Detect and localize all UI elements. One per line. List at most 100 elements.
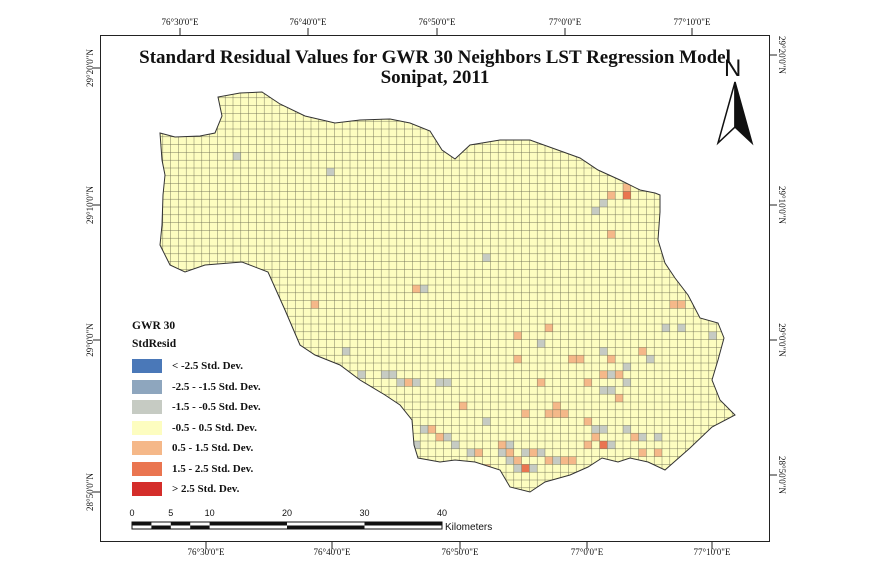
- residual-cell: [529, 464, 538, 473]
- scale-bar: 0 5 10 20 30 40 Kilometers: [129, 508, 510, 540]
- legend-item: 1.5 - 2.5 Std. Dev.: [132, 459, 261, 480]
- top-tick-label: 77°0'0"E: [548, 17, 582, 27]
- residual-cell: [420, 285, 428, 293]
- legend-swatch: [132, 420, 162, 435]
- residual-cell: [513, 331, 522, 340]
- residual-cell: [545, 456, 553, 465]
- map-title: Standard Residual Values for GWR 30 Neig…: [139, 47, 731, 68]
- residual-cell: [552, 409, 561, 418]
- legend-item: 0.5 - 1.5 Std. Dev.: [132, 438, 261, 459]
- residual-cell: [404, 378, 413, 387]
- residual-cell: [607, 386, 616, 395]
- legend-item: < -2.5 Std. Dev.: [132, 356, 261, 377]
- residual-cell: [428, 425, 436, 434]
- residual-cell: [396, 378, 405, 387]
- residual-cell: [233, 152, 241, 161]
- legend-label: > 2.5 Std. Dev.: [172, 483, 240, 496]
- legend: GWR 30 StdResid < -2.5 Std. Dev. -2.5 - …: [132, 320, 261, 500]
- residual-cell: [576, 355, 584, 363]
- residual-cell: [498, 441, 506, 449]
- legend-rows: < -2.5 Std. Dev. -2.5 - -1.5 Std. Dev. -…: [132, 356, 261, 500]
- residual-cell: [381, 441, 389, 449]
- frame-ticks: [93, 28, 777, 549]
- scale-unit-label: Kilometers: [445, 522, 493, 533]
- legend-swatch: [132, 379, 162, 394]
- residual-cell: [459, 402, 467, 410]
- left-tick-label: 29°0'0"N: [85, 323, 95, 357]
- residual-cell: [326, 168, 335, 176]
- residual-cell: [607, 441, 616, 449]
- legend-label: 1.5 - 2.5 Std. Dev.: [172, 462, 254, 475]
- top-tick-label: 76°40'0"E: [289, 17, 327, 27]
- right-tick-label: 29°20'0"N: [777, 36, 787, 74]
- right-tick-label: 29°0'0"N: [777, 323, 787, 357]
- legend-field: StdResid: [132, 338, 177, 350]
- residual-cell: [591, 207, 600, 215]
- bottom-tick-label: 76°30'0"E: [187, 547, 225, 557]
- residual-cell: [607, 191, 616, 200]
- district-outline: [159, 91, 736, 493]
- residual-cell: [513, 464, 522, 473]
- residual-cell: [513, 456, 522, 465]
- residual-cell: [420, 425, 428, 434]
- residual-cell: [521, 448, 530, 457]
- bottom-tick-label: 76°40'0"E: [313, 547, 351, 557]
- residual-cell: [599, 199, 608, 207]
- north-arrow-icon: [716, 81, 754, 146]
- legend-title: GWR 30: [132, 320, 176, 332]
- residual-cell: [599, 441, 608, 449]
- residual-cell: [654, 448, 662, 457]
- residual-cell: [677, 324, 686, 332]
- residual-cell: [584, 417, 592, 426]
- district-map: [159, 91, 736, 493]
- legend-swatch: [132, 359, 162, 374]
- residual-cell: [607, 370, 616, 379]
- scale-tick-label: 0: [129, 508, 135, 518]
- residual-cell: [482, 417, 491, 426]
- left-tick-label: 29°20'0"N: [85, 49, 95, 87]
- residual-cell: [654, 433, 662, 441]
- residual-cell: [412, 441, 421, 449]
- residual-cell: [357, 370, 366, 379]
- legend-label: -1.5 - -0.5 Std. Dev.: [172, 401, 261, 414]
- residual-cell: [404, 433, 413, 441]
- residual-cell: [435, 378, 444, 387]
- legend-label: -0.5 - 0.5 Std. Dev.: [172, 421, 257, 434]
- residual-cell: [451, 441, 460, 449]
- residual-cell: [638, 347, 647, 356]
- legend-swatch: [132, 441, 162, 456]
- legend-label: -2.5 - -1.5 Std. Dev.: [172, 380, 261, 393]
- residual-cell: [552, 402, 561, 410]
- residual-cell: [537, 339, 545, 348]
- north-label: N: [724, 55, 742, 82]
- map-frame: [100, 35, 770, 542]
- legend-swatch: [132, 400, 162, 415]
- residual-cell: [412, 378, 421, 387]
- map-subtitle: Sonipat, 2011: [380, 67, 490, 88]
- residual-cell: [630, 433, 639, 441]
- residual-cell: [396, 441, 405, 449]
- residual-cell: [482, 253, 491, 262]
- residual-cell: [599, 347, 608, 356]
- residual-cell: [560, 456, 569, 465]
- residual-cell: [708, 331, 717, 340]
- residual-cell: [412, 285, 421, 293]
- residual-cell: [568, 355, 577, 363]
- residual-cell: [638, 433, 647, 441]
- right-tick-label: 28°50'0"N: [777, 456, 787, 494]
- residual-cell: [615, 394, 623, 402]
- residual-cell: [623, 378, 631, 387]
- residual-cell: [443, 433, 452, 441]
- residual-cell: [599, 386, 608, 395]
- residual-cell: [591, 433, 600, 441]
- residual-cell: [584, 378, 592, 387]
- residual-cell: [638, 448, 647, 457]
- legend-item: -2.5 - -1.5 Std. Dev.: [132, 377, 261, 398]
- residual-cell: [506, 456, 514, 465]
- legend-label: < -2.5 Std. Dev.: [172, 360, 244, 373]
- scale-tick-label: 10: [204, 508, 215, 518]
- scale-tick-label: 20: [281, 508, 293, 518]
- residual-cell: [599, 425, 608, 434]
- left-tick-label: 28°50'0"N: [85, 473, 95, 511]
